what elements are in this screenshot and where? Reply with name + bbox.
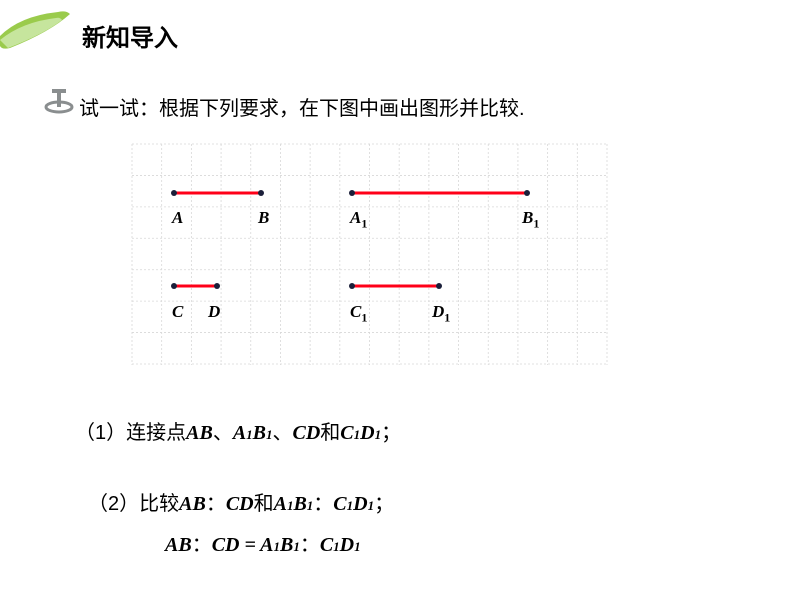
answer-line: AB：CD = A1B1：C1D1 (165, 528, 361, 557)
label-c1: C1 (350, 302, 367, 325)
label-b: B (258, 208, 269, 228)
label-d1: D1 (432, 302, 450, 325)
pin-icon (44, 88, 74, 114)
diagram-svg (130, 142, 610, 367)
diagram-area: A B A1 B1 C D C1 D1 (130, 142, 610, 367)
slide-page: 新知导入 试一试：根据下列要求，在下图中画出图形并比较. A B A1 B1 C… (0, 0, 794, 596)
label-a1: A1 (350, 208, 367, 231)
label-c: C (172, 302, 183, 322)
question-1: （1）连接点AB、A1B1、CD和C1D1； (75, 416, 401, 445)
swoosh-icon (0, 8, 76, 52)
section-title: 新知导入 (82, 18, 178, 53)
label-a: A (172, 208, 183, 228)
question-2: （2）比较AB：CD和A1B1：C1D1； (88, 487, 394, 516)
label-d: D (208, 302, 220, 322)
label-b1: B1 (522, 208, 539, 231)
prompt-text: 试一试：根据下列要求，在下图中画出图形并比较. (79, 92, 525, 121)
